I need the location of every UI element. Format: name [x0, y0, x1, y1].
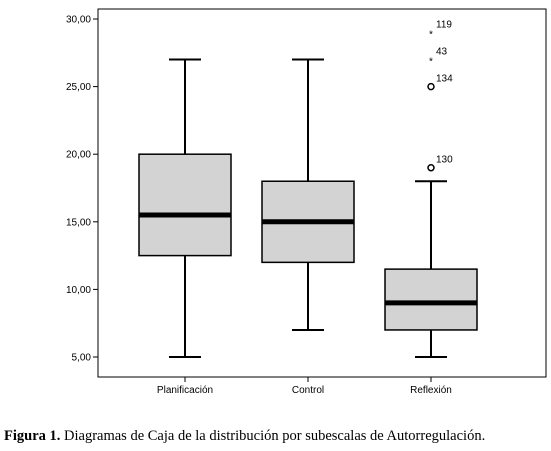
outlier-label: 119 [436, 20, 452, 31]
outlier-asterisk: * [429, 57, 433, 68]
y-tick-label: 15,00 [66, 217, 91, 228]
y-tick-label: 30,00 [66, 15, 91, 26]
outlier-label: 43 [436, 47, 448, 58]
figure-caption: Figura 1. Diagramas de Caja de la distri… [4, 428, 551, 445]
box-2 [261, 58, 355, 331]
outlier-label: 134 [436, 74, 453, 85]
x-axis: Planificación Control Reflexión [157, 377, 452, 396]
plot-frame [97, 8, 547, 378]
y-tick-label: 20,00 [66, 150, 91, 161]
y-axis: 5,00 10,00 15,00 20,00 25,00 30,00 [66, 15, 98, 364]
y-tick-label: 5,00 [72, 353, 92, 364]
iqr-box [384, 268, 478, 331]
outlier-circle [427, 163, 435, 172]
caption-prefix: Figura 1. [4, 428, 61, 444]
outlier-asterisk: * [429, 30, 433, 41]
x-tick-label: Control [292, 385, 324, 396]
x-tick-label: Planificación [157, 385, 213, 396]
iqr-box [138, 153, 232, 257]
y-tick-label: 10,00 [66, 285, 91, 296]
outlier-label: 130 [436, 155, 453, 166]
x-tick-label: Reflexión [410, 385, 452, 396]
boxplot-chart: 5,00 10,00 15,00 20,00 25,00 30,00 Planificac… [66, 8, 547, 396]
outlier-circle [427, 82, 435, 91]
caption-text: Diagramas de Caja de la distribución por… [60, 428, 486, 444]
box-1 [138, 58, 232, 358]
y-tick-label: 25,00 [66, 82, 91, 93]
